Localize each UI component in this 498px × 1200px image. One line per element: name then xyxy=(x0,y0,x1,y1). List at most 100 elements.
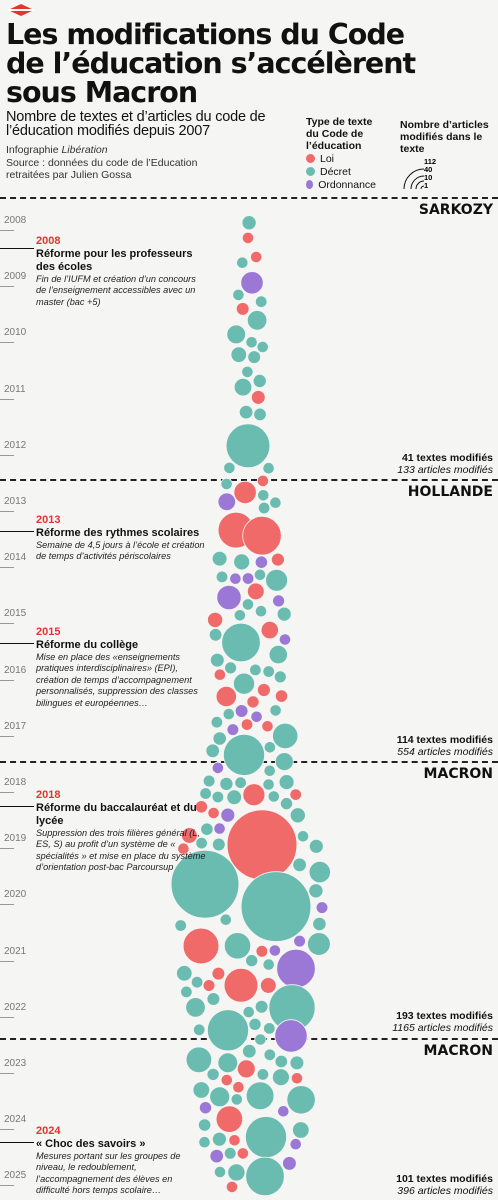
bubble-décret-f123 xyxy=(242,1005,255,1019)
bubble-décret-f22 xyxy=(254,605,268,618)
bubble-ordonnance-f108 xyxy=(213,822,226,835)
bubble-loi-f13 xyxy=(250,390,266,405)
bubble-décret-f129 xyxy=(245,1081,275,1111)
bubble-décret-f158 xyxy=(223,1147,237,1160)
legend-item-decret: Décret xyxy=(306,165,376,178)
legend-type-title: Type de texte du Code de l’éducation xyxy=(306,116,373,152)
bubble-décret-f46 xyxy=(215,570,229,584)
bubble-décret-f96 xyxy=(308,838,324,854)
bubble-loi-f50 xyxy=(270,552,285,567)
bubble-loi-f93 xyxy=(259,977,277,994)
bubble-loi-f121 xyxy=(289,788,302,801)
bubble-loi-f53 xyxy=(256,474,269,487)
stat-articles: 396 articles modifiés xyxy=(397,1185,493,1197)
credit-prefix: Infographie xyxy=(6,144,62,156)
stat-articles: 1165 articles modifiés xyxy=(392,1022,493,1034)
bubble-décret-f58 xyxy=(210,652,225,668)
bubble-loi-f56 xyxy=(207,611,224,628)
bubble-décret-f55 xyxy=(212,731,227,746)
bubble-décret-f92 xyxy=(262,958,275,971)
period-name-sarkozy: SARKOZY xyxy=(418,202,493,218)
bubble-décret-f104 xyxy=(219,913,232,926)
bubble-loi-f135 xyxy=(228,1134,241,1147)
source-line-2: retraitées par Julien Gossa xyxy=(6,169,132,181)
bubble-décret-f15 xyxy=(256,340,269,354)
annotation-year: 2018 xyxy=(36,789,61,801)
bubble-ordonnance-f124 xyxy=(268,944,281,957)
bubble-décret-f49 xyxy=(257,489,270,502)
bubble-décret-f44 xyxy=(222,707,235,721)
bubble-décret-f45 xyxy=(273,670,287,684)
bubble-décret-f88 xyxy=(226,789,243,806)
legend-item-loi: Loi xyxy=(306,152,376,165)
bubble-décret-f112 xyxy=(212,837,226,852)
bubble-ordonnance-f41 xyxy=(217,492,237,512)
legend-label-decret: Décret xyxy=(320,165,351,178)
stat-textes: 41 textes modifiés xyxy=(401,452,493,464)
bubble-décret-f19 xyxy=(262,462,275,475)
legend-swatch-ordonnance xyxy=(306,180,314,189)
bubble-loi-f20 xyxy=(256,683,271,697)
bubble-décret-f125 xyxy=(198,1118,212,1132)
annotation-year: 2013 xyxy=(36,514,61,526)
bubble-décret-f76 xyxy=(254,999,269,1014)
bubble-décret-f152 xyxy=(213,1165,227,1179)
bubble-décret-f32 xyxy=(268,644,288,665)
bubble-décret-f103 xyxy=(312,916,327,932)
year-label-2021: 2021 xyxy=(4,945,27,957)
legend-swatch-loi xyxy=(306,154,315,163)
bubble-ordonnance-5 xyxy=(216,584,242,611)
bubble-loi-f133 xyxy=(236,1147,249,1160)
bubble-décret-f84 xyxy=(245,954,259,968)
bubble-décret-f3 xyxy=(238,404,254,420)
bubble-ordonnance-f136 xyxy=(209,1148,224,1164)
size-arc-10 xyxy=(415,180,425,190)
legend-size-title: Nombre d’articles modifiés dans le texte xyxy=(400,119,489,155)
bubble-décret-f52 xyxy=(233,609,246,622)
year-tick-2016 xyxy=(0,679,14,681)
bubble-loi-f70 xyxy=(194,800,208,814)
bubble-loi-f101 xyxy=(211,966,226,981)
bubble-décret-f118 xyxy=(234,776,247,789)
bubble-décret-9 xyxy=(170,849,240,919)
bubble-décret-f11 xyxy=(226,324,247,345)
bubble-loi-f38 xyxy=(274,689,289,703)
bubble-décret-f81 xyxy=(219,776,234,791)
bubble-décret-f65 xyxy=(263,741,276,754)
bubble-loi-f62 xyxy=(213,668,226,681)
bubble-décret-f115 xyxy=(180,985,193,999)
stat-textes: 101 textes modifiés xyxy=(396,1173,493,1185)
bubble-décret-f0 xyxy=(245,336,258,349)
stat-articles: 554 articles modifiés xyxy=(397,746,493,758)
bubble-décret-f17 xyxy=(255,295,268,308)
bubble-ordonnance-12 xyxy=(276,948,316,989)
bubble-décret-f139 xyxy=(192,1081,211,1099)
bubble-décret-f47 xyxy=(224,661,238,675)
year-label-2023: 2023 xyxy=(4,1058,27,1069)
year-tick-2021 xyxy=(0,960,14,962)
bubble-décret-f150 xyxy=(256,1068,270,1081)
annotation-2018: 2018 Réforme du baccalauréat et du lycée… xyxy=(36,789,206,874)
year-tick-2020 xyxy=(0,904,14,906)
year-tick-2009 xyxy=(0,286,14,288)
bubble-décret-f106 xyxy=(267,790,280,803)
bubble-ordonnance-f68 xyxy=(229,572,242,585)
year-label-2020: 2020 xyxy=(4,889,27,901)
year-tick-2010 xyxy=(0,342,14,344)
size-arc-1 xyxy=(420,185,425,190)
bubble-ordonnance-f149 xyxy=(289,1138,302,1151)
year-tick-2025 xyxy=(0,1185,14,1187)
bubble-ordonnance-f111 xyxy=(211,761,224,775)
bubble-décret-7 xyxy=(222,733,265,776)
bubble-décret-f4 xyxy=(246,310,268,331)
bubble-décret-f67 xyxy=(253,568,267,581)
bubble-décret-f34 xyxy=(249,663,262,677)
size-label-40: 40 xyxy=(424,165,432,174)
bubble-loi-f8 xyxy=(235,302,250,316)
annotation-2008: 2008 Réforme pour les professeurs des éc… xyxy=(36,235,206,308)
bubble-ordonnance-f42 xyxy=(272,594,286,608)
bubble-décret-2 xyxy=(225,423,271,469)
bubble-décret-f122 xyxy=(195,836,208,850)
legend-size-arcs: 112 40 10 1 xyxy=(403,157,436,190)
annotation-text: Semaine de 4,5 jours à l’école et créati… xyxy=(36,540,205,562)
